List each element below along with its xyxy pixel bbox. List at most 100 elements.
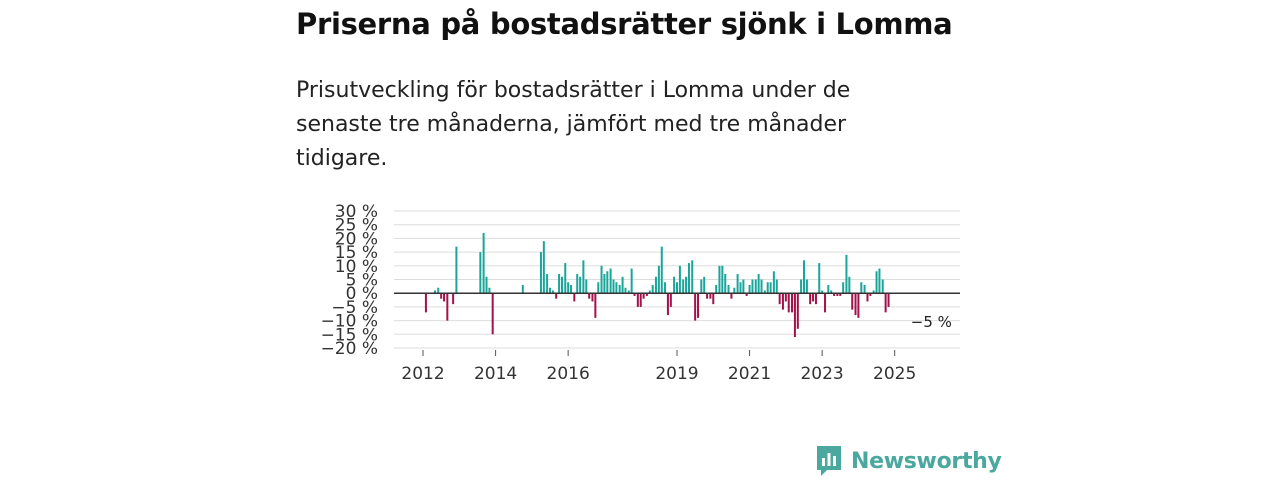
bar [857, 293, 860, 318]
bar [654, 276, 657, 294]
bar [694, 293, 697, 321]
bar [730, 293, 733, 299]
bar [824, 293, 827, 313]
bar [875, 271, 878, 294]
bar [878, 268, 881, 294]
bar [539, 252, 542, 294]
bar [657, 265, 660, 294]
bar [664, 282, 667, 294]
bar [630, 268, 633, 294]
x-tick-label: 2012 [401, 364, 444, 384]
bar [570, 284, 573, 294]
y-tick-label: 0 % [346, 284, 378, 304]
y-tick-label: 5 % [346, 271, 378, 291]
bar [881, 279, 884, 294]
bar [567, 282, 570, 294]
bar [485, 276, 488, 294]
y-tick-label: −10 % [321, 312, 378, 332]
bar [455, 246, 458, 294]
bar [639, 293, 642, 307]
bar [772, 271, 775, 294]
bar [648, 290, 651, 294]
bar [833, 293, 836, 296]
bar [781, 293, 784, 310]
bar [769, 282, 772, 294]
bar [796, 293, 799, 329]
bar [682, 279, 685, 294]
bar [576, 274, 579, 294]
bar [597, 282, 600, 294]
bar [812, 293, 815, 302]
bar [488, 287, 491, 294]
bar [687, 263, 690, 294]
y-tick-label: −20 % [321, 339, 378, 359]
y-tick-label: 30 % [335, 202, 378, 222]
y-tick-label: 15 % [335, 243, 378, 263]
bar [736, 274, 739, 294]
bar [621, 276, 624, 294]
brand-name: Newsworthy [851, 448, 1002, 474]
bar [884, 293, 887, 313]
bar [775, 279, 778, 294]
bar [739, 282, 742, 294]
bar [748, 284, 751, 294]
bar [482, 232, 485, 294]
bar [715, 284, 718, 294]
bar [745, 293, 748, 296]
x-tick-label: 2016 [547, 364, 590, 384]
bars [424, 232, 890, 338]
bar [791, 293, 794, 313]
bar [443, 293, 446, 302]
bar [754, 279, 757, 294]
y-tick-label: 20 % [335, 229, 378, 249]
x-tick-label: 2025 [873, 364, 916, 384]
bar [651, 284, 654, 294]
bar [836, 293, 839, 296]
bar [712, 293, 715, 305]
bar [615, 282, 618, 294]
bar [691, 260, 694, 294]
bar [697, 293, 700, 318]
bar [673, 276, 676, 294]
x-axis-labels: 2012 2014 2016 2019 2021 2023 2025 [401, 350, 916, 384]
bar [718, 265, 721, 294]
x-tick-label: 2023 [800, 364, 843, 384]
bar [793, 293, 796, 338]
bar [636, 293, 639, 307]
bar [854, 293, 857, 316]
bar [787, 293, 790, 313]
bar [479, 252, 482, 294]
bar [624, 287, 627, 294]
chart-title: Priserna på bostadsrätter sjönk i Lomma [296, 7, 953, 41]
bar [814, 293, 817, 305]
y-tick-label: −5 % [331, 298, 378, 318]
bar [627, 290, 630, 294]
grid-lines [394, 210, 960, 349]
bar [863, 284, 866, 294]
bar [678, 265, 681, 294]
chart-subtitle: Prisutveckling för bostadsrätter i Lomma… [296, 78, 851, 171]
bar [848, 276, 851, 294]
y-tick-label: 25 % [335, 216, 378, 236]
bar [588, 293, 591, 299]
bar [709, 293, 712, 299]
bar [549, 287, 552, 294]
bar [582, 260, 585, 294]
bar [612, 279, 615, 294]
bar [866, 293, 869, 302]
bar [805, 279, 808, 294]
bar [666, 293, 669, 316]
brand-logo[interactable]: Newsworthy [815, 444, 1002, 478]
bar [700, 279, 703, 294]
bar [721, 265, 724, 294]
bar [558, 274, 561, 294]
bar [821, 290, 824, 294]
bar [784, 293, 787, 302]
bar [760, 279, 763, 294]
bar [437, 287, 440, 294]
bar [676, 282, 678, 294]
y-axis-labels: 30 %25 %20 %15 %10 %5 %0 %−5 %−10 %−15 %… [321, 202, 378, 359]
bar [551, 290, 554, 294]
bar [724, 274, 727, 294]
bar [887, 293, 890, 307]
